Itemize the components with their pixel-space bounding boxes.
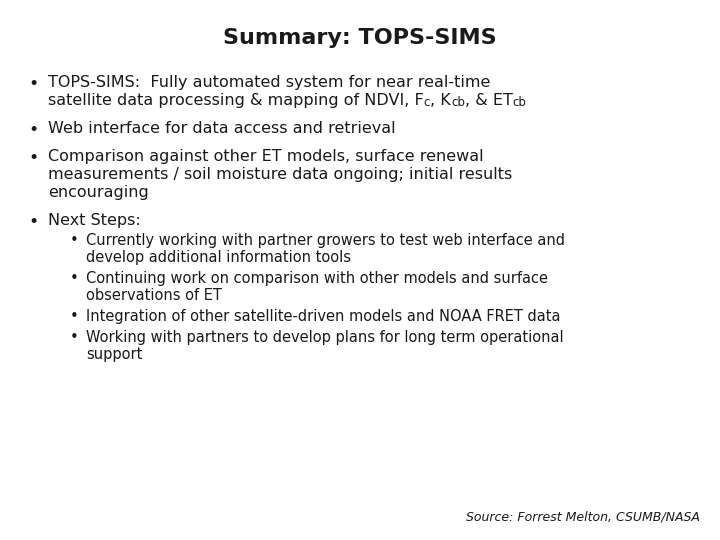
Text: •: • [70,233,78,248]
Text: c: c [424,96,430,109]
Text: TOPS-SIMS:  Fully automated system for near real-time: TOPS-SIMS: Fully automated system for ne… [48,75,490,90]
Text: Source: Forrest Melton, CSUMB/NASA: Source: Forrest Melton, CSUMB/NASA [466,510,700,523]
Text: •: • [28,213,38,231]
Text: Summary: TOPS-SIMS: Summary: TOPS-SIMS [223,28,497,48]
Text: , & ET: , & ET [464,93,513,108]
Text: cb: cb [513,96,526,109]
Text: •: • [28,75,38,93]
Text: •: • [28,121,38,139]
Text: •: • [70,271,78,286]
Text: Integration of other satellite-driven models and NOAA FRET data: Integration of other satellite-driven mo… [86,309,560,324]
Text: develop additional information tools: develop additional information tools [86,250,351,265]
Text: •: • [70,309,78,324]
Text: cb: cb [451,96,464,109]
Text: Comparison against other ET models, surface renewal: Comparison against other ET models, surf… [48,149,484,164]
Text: •: • [28,149,38,167]
Text: observations of ET: observations of ET [86,288,222,303]
Text: •: • [70,330,78,345]
Text: measurements / soil moisture data ongoing; initial results: measurements / soil moisture data ongoin… [48,167,512,182]
Text: Web interface for data access and retrieval: Web interface for data access and retrie… [48,121,395,136]
Text: , K: , K [430,93,451,108]
Text: Next Steps:: Next Steps: [48,213,140,228]
Text: support: support [86,347,143,362]
Text: encouraging: encouraging [48,185,149,200]
Text: Working with partners to develop plans for long term operational: Working with partners to develop plans f… [86,330,564,345]
Text: satellite data processing & mapping of NDVI, F: satellite data processing & mapping of N… [48,93,424,108]
Text: Continuing work on comparison with other models and surface: Continuing work on comparison with other… [86,271,548,286]
Text: Currently working with partner growers to test web interface and: Currently working with partner growers t… [86,233,565,248]
